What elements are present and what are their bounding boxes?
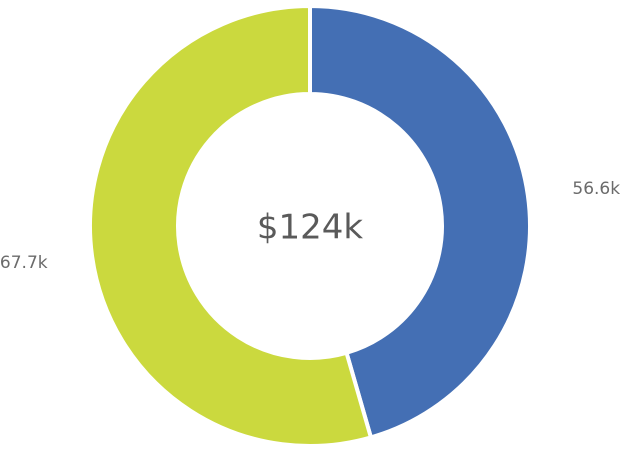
donut-center-total: $124k [257,208,364,248]
slice-labels: 56.6k 67.7k [0,179,620,273]
slice-value-label-2: 67.7k [0,253,48,273]
donut-slice-1 [308,3,532,440]
donut-slices [88,3,532,448]
slice-value-label-1: 56.6k [572,179,620,199]
donut-slice-2 [88,3,374,448]
